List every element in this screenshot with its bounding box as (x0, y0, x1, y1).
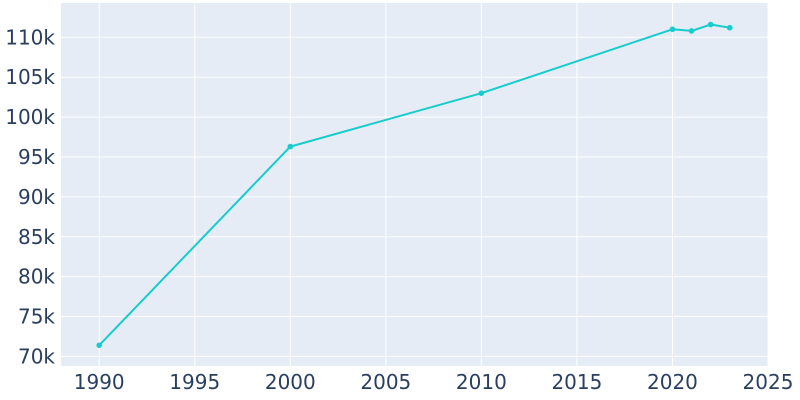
plot-area (61, 3, 768, 366)
y-tick-label: 110k (5, 25, 55, 49)
y-tick-label: 75k (18, 305, 55, 329)
x-tick-label: 2025 (743, 370, 794, 394)
x-tick-label: 2000 (265, 370, 316, 394)
y-axis-ticks: 70k 75k 80k 85k 90k 95k 100k 105k 110k (5, 25, 55, 368)
x-tick-label: 1990 (74, 370, 125, 394)
x-tick-label: 2015 (551, 370, 602, 394)
data-point (96, 342, 103, 349)
x-tick-label: 2020 (647, 370, 698, 394)
y-tick-label: 85k (18, 225, 55, 249)
x-tick-label: 2005 (360, 370, 411, 394)
x-tick-label: 2010 (456, 370, 507, 394)
gridlines (61, 3, 769, 366)
series-layer (96, 21, 733, 349)
y-tick-label: 90k (18, 185, 55, 209)
y-tick-label: 105k (5, 65, 55, 89)
x-tick-label: 1995 (169, 370, 220, 394)
y-tick-label: 95k (18, 145, 55, 169)
data-point (478, 90, 485, 96)
y-tick-label: 70k (18, 344, 55, 368)
data-point (669, 26, 676, 33)
y-tick-label: 100k (5, 105, 55, 129)
data-point (707, 21, 714, 28)
data-point (726, 24, 733, 31)
y-tick-label: 80k (18, 265, 55, 289)
data-point (688, 28, 695, 34)
data-point (287, 143, 294, 150)
x-axis-ticks: 1990 1995 2000 2005 2010 2015 2020 2025 (74, 370, 794, 394)
